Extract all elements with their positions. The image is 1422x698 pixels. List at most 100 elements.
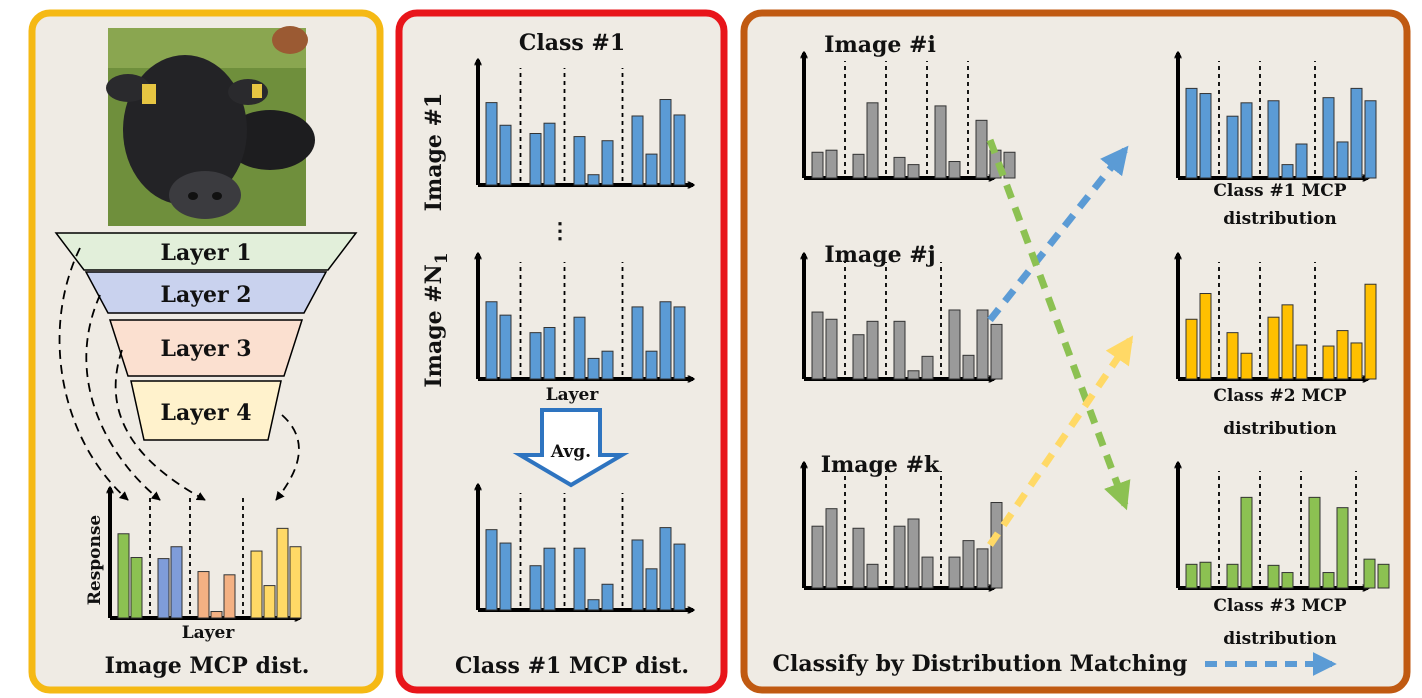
bar (529, 332, 542, 380)
bar (573, 136, 586, 186)
bar (601, 583, 614, 611)
class1-image1-histogram (478, 60, 693, 185)
bar (631, 115, 644, 186)
class2-label-line2: distribution (1223, 419, 1336, 439)
bar (1185, 563, 1198, 589)
layer-3-block (108, 319, 304, 377)
bar (893, 320, 906, 380)
avg-arrow (512, 408, 630, 488)
class1-label-line1: Class #1 MCP (1213, 181, 1346, 201)
p2-caption: Class #1 MCP dist. (455, 653, 689, 679)
bar (573, 547, 586, 611)
bar (1336, 507, 1349, 589)
bar (1199, 561, 1212, 589)
bar (1185, 318, 1198, 380)
bar (825, 149, 838, 179)
bar (1226, 563, 1239, 589)
image-k-label: Image #k (821, 452, 940, 478)
bar (673, 543, 686, 611)
bar (587, 599, 600, 611)
bar (1295, 344, 1308, 380)
p2-x-label: Layer (546, 385, 600, 405)
bar (921, 556, 934, 589)
bar (485, 102, 498, 186)
bar (170, 546, 183, 619)
bar (1267, 564, 1280, 589)
bar (1322, 345, 1335, 380)
bar (1199, 293, 1212, 380)
layer-1-label: Layer 1 (160, 240, 251, 266)
bar (499, 124, 512, 186)
bar (645, 568, 658, 611)
bar (1226, 115, 1239, 179)
bar (1350, 87, 1363, 179)
bar (811, 311, 824, 380)
layer-2-label: Layer 2 (160, 282, 251, 308)
image-i-label: Image #i (824, 32, 936, 58)
match-arrow-k-to-class2 (987, 335, 1134, 547)
bar (1281, 572, 1294, 589)
bar (1308, 496, 1321, 589)
bar (1295, 143, 1308, 179)
bar (852, 153, 865, 179)
bar (587, 174, 600, 186)
avg-label: Avg. (550, 442, 591, 462)
image-i-histogram (804, 53, 1016, 179)
bar (529, 565, 542, 611)
bar (1336, 141, 1349, 179)
class1-distribution-histogram (1178, 53, 1377, 179)
bar (866, 102, 879, 179)
p2-row2-label-sub: 1 (432, 252, 452, 264)
bar (1226, 332, 1239, 380)
bar (907, 518, 920, 589)
image-j-label: Image #j (824, 242, 935, 268)
bar (1267, 316, 1280, 380)
bar (1240, 352, 1253, 380)
bar (601, 140, 614, 186)
bar (130, 557, 143, 619)
bar (1281, 304, 1294, 380)
bar (866, 320, 879, 380)
p2-row2-label: Image #N1 (421, 252, 452, 387)
bar (811, 525, 824, 589)
bar (485, 529, 498, 611)
bar (263, 585, 276, 619)
bar (645, 350, 658, 380)
class3-label-line2: distribution (1223, 629, 1336, 649)
match-arrow-i-to-class3 (986, 138, 1131, 511)
p1-y-label: Response (85, 515, 105, 606)
bar (1336, 330, 1349, 380)
class3-distribution-histogram (1178, 463, 1390, 589)
bar (223, 574, 236, 619)
bar (673, 114, 686, 186)
p1-caption: Image MCP dist. (105, 653, 310, 679)
bar (197, 571, 210, 619)
layer-connectors (58, 247, 300, 501)
bar (659, 527, 672, 611)
bar (907, 370, 920, 380)
bar (948, 161, 961, 179)
image-k-histogram (804, 463, 1003, 589)
layer-4-label: Layer 4 (160, 400, 251, 426)
bar (601, 350, 614, 380)
bar (157, 558, 170, 619)
bar (1322, 97, 1335, 179)
bar (811, 151, 824, 179)
bar (485, 301, 498, 380)
class2-label-line1: Class #2 MCP (1213, 386, 1346, 406)
bar (573, 316, 586, 380)
bar (1003, 151, 1016, 179)
bar (587, 357, 600, 380)
bar (250, 550, 263, 619)
bar (825, 508, 838, 589)
image-mcp-histogram (110, 488, 302, 619)
bar (543, 327, 556, 380)
bar (659, 301, 672, 380)
bar (907, 164, 920, 179)
bar (976, 309, 989, 380)
bar (893, 525, 906, 589)
p2-row2-label-main: Image #N (421, 264, 447, 387)
bar (962, 540, 975, 589)
bar (117, 533, 130, 619)
p1-x-label: Layer (182, 623, 236, 643)
